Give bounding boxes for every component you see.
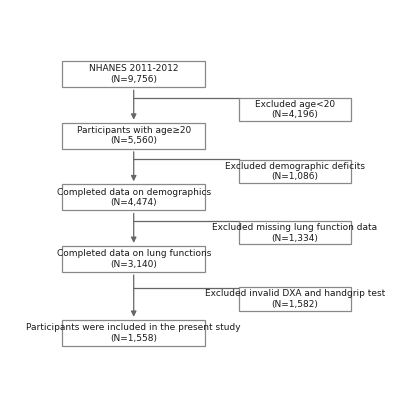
- Text: Completed data on lung functions
(N=3,140): Completed data on lung functions (N=3,14…: [56, 249, 211, 269]
- Text: Excluded demographic deficits
(N=1,086): Excluded demographic deficits (N=1,086): [225, 162, 365, 181]
- FancyBboxPatch shape: [239, 160, 351, 183]
- FancyBboxPatch shape: [62, 320, 205, 346]
- FancyBboxPatch shape: [62, 61, 205, 87]
- FancyBboxPatch shape: [62, 123, 205, 149]
- Text: Excluded invalid DXA and handgrip test
(N=1,582): Excluded invalid DXA and handgrip test (…: [205, 289, 385, 309]
- Text: Excluded missing lung function data
(N=1,334): Excluded missing lung function data (N=1…: [212, 223, 378, 242]
- Text: Completed data on demographics
(N=4,474): Completed data on demographics (N=4,474): [57, 188, 211, 207]
- FancyBboxPatch shape: [239, 288, 351, 310]
- Text: Participants with age≥20
(N=5,560): Participants with age≥20 (N=5,560): [76, 126, 191, 146]
- FancyBboxPatch shape: [62, 246, 205, 272]
- FancyBboxPatch shape: [62, 184, 205, 210]
- Text: Participants were included in the present study
(N=1,558): Participants were included in the presen…: [26, 323, 241, 342]
- FancyBboxPatch shape: [239, 221, 351, 244]
- Text: Excluded age<20
(N=4,196): Excluded age<20 (N=4,196): [255, 100, 335, 119]
- FancyBboxPatch shape: [239, 98, 351, 121]
- Text: NHANES 2011-2012
(N=9,756): NHANES 2011-2012 (N=9,756): [89, 64, 178, 84]
